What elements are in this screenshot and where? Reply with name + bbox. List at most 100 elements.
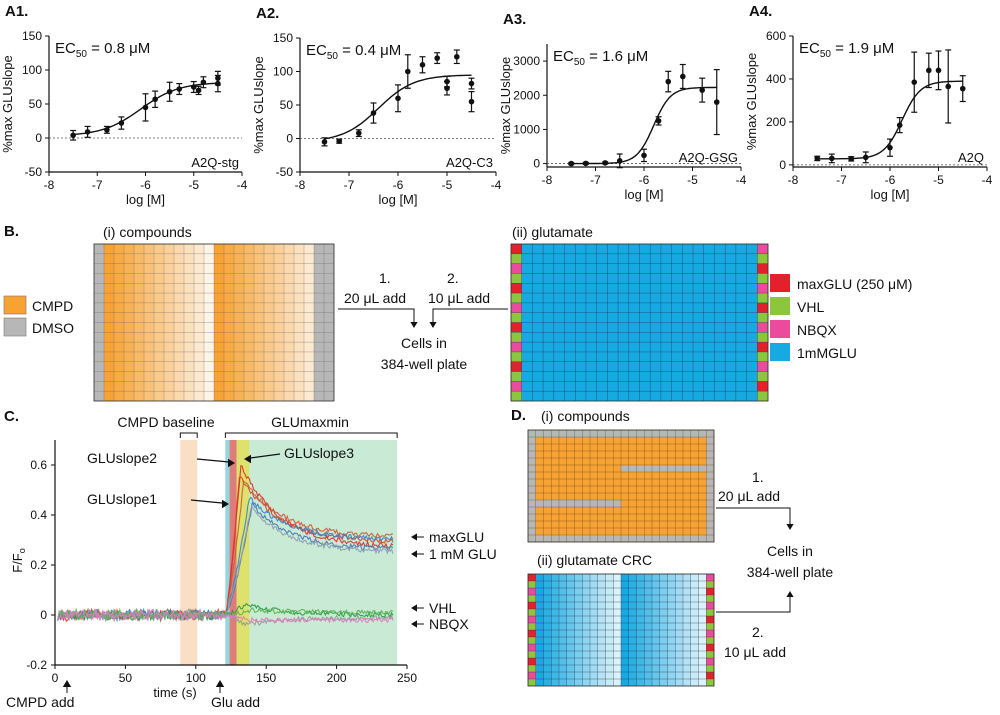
control-well (528, 672, 536, 679)
y-tick-label: 0 (35, 131, 42, 145)
data-point (935, 67, 942, 74)
ec50-label: EC (553, 48, 574, 65)
control-well (706, 637, 714, 644)
data-point (195, 87, 202, 94)
slope-arrow (249, 453, 281, 459)
control-well (528, 630, 536, 637)
trace-label: 1 mM GLU (429, 546, 497, 562)
control-well (528, 658, 536, 665)
data-point (395, 95, 401, 102)
dmso-well (528, 472, 536, 479)
control-well (511, 244, 522, 254)
x-tick-label: -6 (885, 173, 896, 187)
arrow-head (429, 322, 437, 328)
x-tick-label: -8 (788, 173, 799, 187)
glutamate-title: (ii) glutamate (512, 224, 593, 240)
data-point (336, 138, 343, 144)
data-point (655, 118, 662, 124)
control-well (511, 361, 522, 372)
step-number: 1. (379, 270, 391, 286)
control-well (528, 616, 536, 623)
x-tick-label: -7 (92, 178, 103, 192)
y-tick-label: 150 (273, 31, 293, 45)
control-well (706, 623, 714, 630)
x-tick-label: -8 (295, 178, 306, 192)
x-axis-label: time (s) (153, 685, 196, 700)
y-tick-label: 0 (533, 157, 540, 171)
data-point (444, 78, 450, 85)
y-tick-label: 0.4 (30, 508, 47, 522)
ec50-value: = 1.9 μM (831, 40, 894, 57)
data-point (945, 83, 951, 90)
dmso-well (706, 514, 714, 521)
control-well (511, 351, 522, 362)
data-point (118, 120, 125, 126)
x-tick-label: -7 (836, 173, 847, 187)
y-tick-label: 1000 (513, 122, 540, 136)
data-point (215, 75, 221, 81)
y-tick-label: 0 (286, 132, 293, 146)
x-tick-label: -5 (188, 178, 199, 192)
control-well (757, 263, 768, 274)
legend-swatch (3, 317, 27, 337)
slope-arrow (196, 458, 230, 463)
control-well (706, 588, 714, 595)
control-well (706, 630, 714, 637)
y-tick-label: 0 (40, 608, 47, 622)
compounds-title: (i) compounds (103, 224, 192, 240)
data-point (602, 160, 608, 166)
analysis-window (180, 440, 198, 665)
step-text: 10 μL add (724, 644, 786, 660)
step-text: 20 μL add (718, 488, 780, 504)
dmso-well (528, 528, 536, 535)
data-point (641, 152, 647, 159)
construct-label: A2Q-C3 (446, 155, 493, 170)
glutamate-plate (510, 243, 769, 402)
data-point (926, 67, 932, 74)
panel-b-plate-layout: B. (i) compounds (ii) glutamate CMPD DMSO max… (3, 223, 912, 402)
control-well (706, 651, 714, 658)
panel-d-crc-plate-layout: D. (i) compounds (ii) glutamate CRC 1. 20 μL… (511, 407, 833, 687)
x-tick-label: -7 (344, 178, 355, 192)
arrow-head (228, 458, 235, 468)
dmso-well (528, 458, 536, 465)
control-well (706, 658, 714, 665)
construct-label: A2Q-GSG (679, 150, 738, 165)
dose-response-chart-4: A4. 0 200 400 600 -8 -7 -6 -5 -4 log [M] %max GLUsl… (744, 3, 993, 202)
x-axis-label: log [M] (624, 187, 663, 202)
step-arrow (338, 308, 415, 322)
data-point (434, 55, 441, 61)
dmso-well (706, 437, 714, 444)
y-tick-label: -0.2 (26, 658, 47, 672)
glutamate-crc-plate (527, 573, 715, 687)
arrow-head (411, 620, 417, 628)
legend-swatch (770, 320, 790, 338)
arrow-head (786, 524, 794, 530)
y-tick-label: -50 (276, 165, 294, 179)
control-well (706, 672, 714, 679)
cells-label: Cells in (401, 335, 447, 351)
dose-response-chart-3: A3. 0 1000 2000 3000 -8 -7 -6 -5 -4 log [M] %max GL… (498, 11, 747, 202)
dmso-well (528, 521, 536, 528)
data-point (887, 144, 893, 151)
legend-label: maxGLU (250 μM) (797, 276, 912, 292)
ec50-subscript: 50 (574, 57, 586, 68)
control-well (757, 391, 768, 401)
window-label: GLUmaxmin (271, 414, 349, 430)
x-axis-label: log [M] (378, 192, 417, 207)
slope-label: GLUslope1 (87, 491, 157, 507)
y-tick-label: 3000 (513, 54, 540, 68)
control-well (757, 361, 768, 372)
x-tick-label: -4 (237, 178, 248, 192)
dmso-well (528, 486, 536, 493)
window-label: CMPD baseline (117, 414, 214, 430)
arrow-head (215, 680, 225, 687)
x-tick-label: -8 (542, 173, 553, 187)
x-tick-label: 250 (397, 671, 417, 685)
data-point (200, 79, 207, 86)
control-well (706, 574, 714, 581)
plate-border (527, 429, 715, 543)
data-point (190, 84, 197, 90)
control-well (511, 263, 522, 274)
control-well (757, 273, 768, 284)
